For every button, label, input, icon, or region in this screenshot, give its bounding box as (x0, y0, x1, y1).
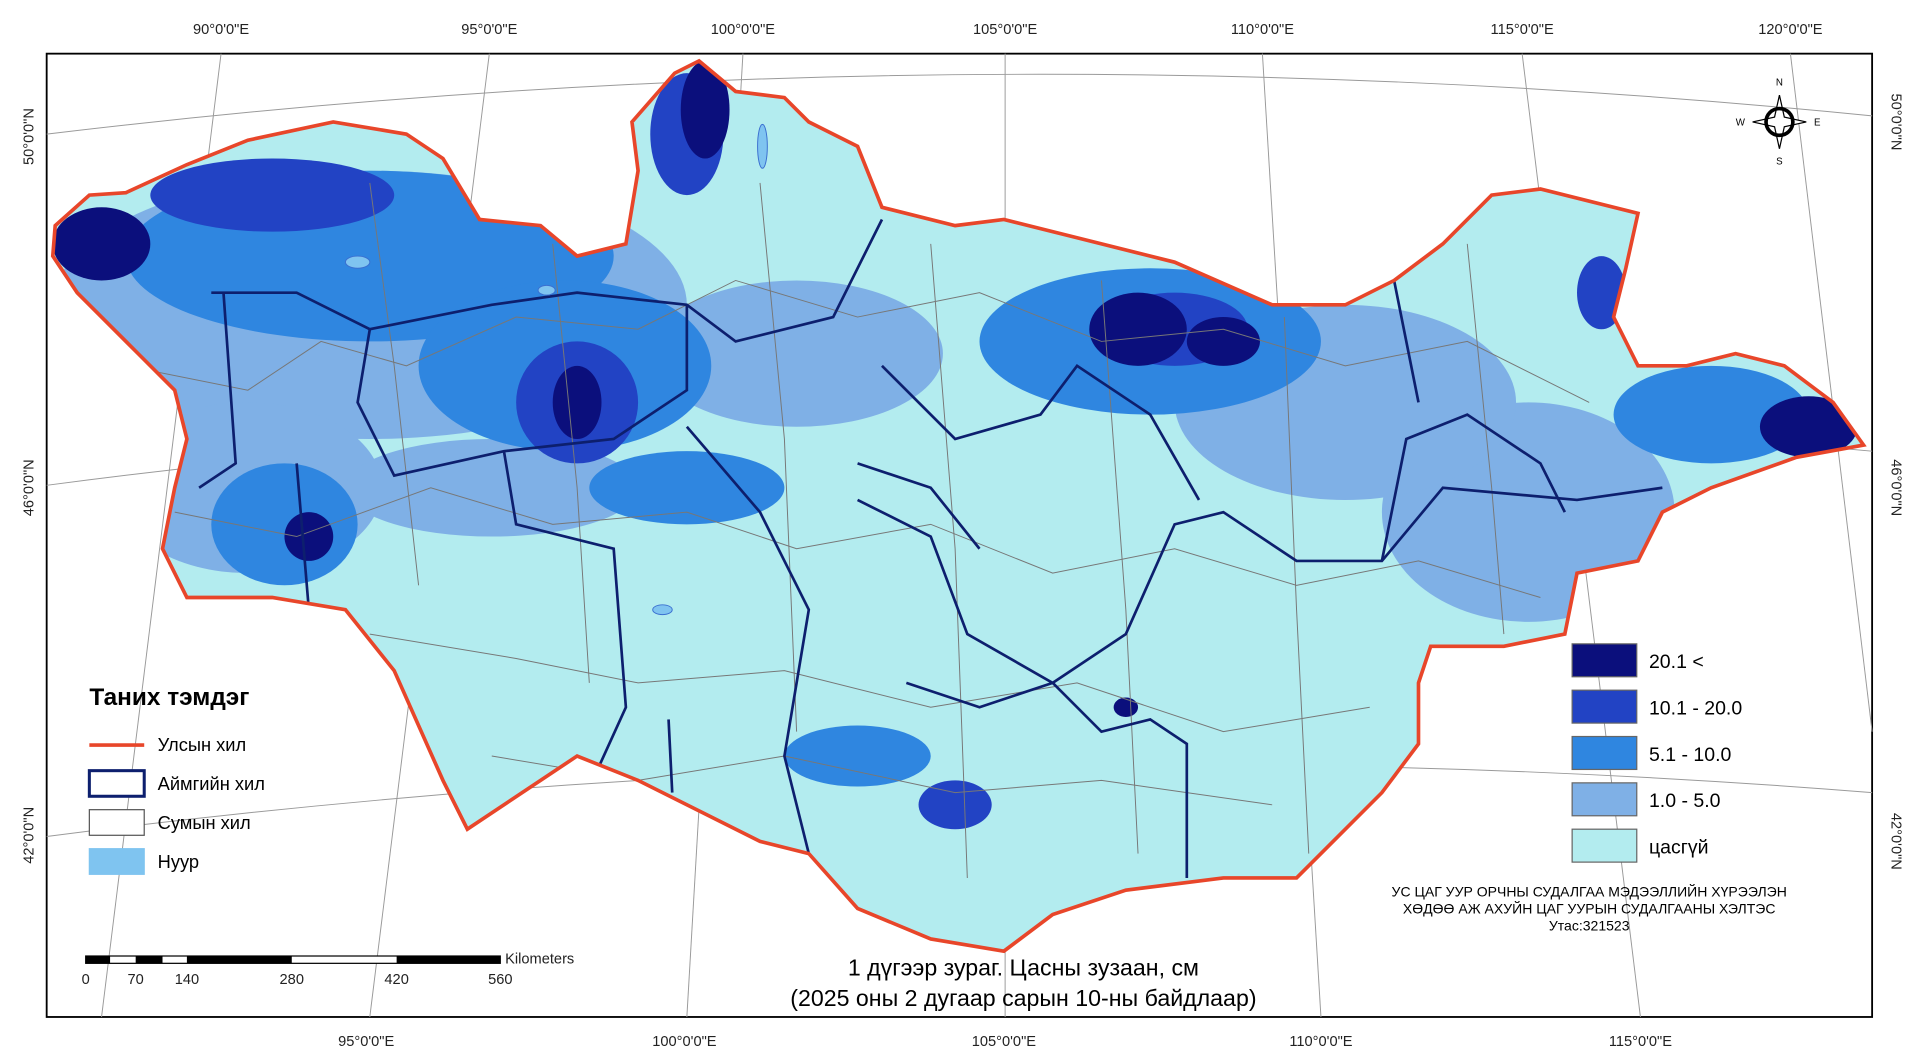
latitude-label: 46°0'0"N (1888, 459, 1904, 516)
longitude-label: 90°0'0"E (193, 22, 249, 38)
scale-label: 70 (128, 972, 144, 988)
scale-unit: Kilometers (505, 951, 574, 967)
snow-area (784, 725, 931, 787)
snow-area (552, 365, 602, 439)
longitude-label: 105°0'0"E (972, 1034, 1037, 1050)
longitude-label: 100°0'0"E (711, 22, 776, 38)
longitude-label: 110°0'0"E (1289, 1034, 1352, 1050)
scale-bar (85, 955, 501, 964)
snow-area (1759, 396, 1858, 458)
map-title: (2025 оны 2 дугаар сарын 10-ны байдлаар) (790, 985, 1256, 1011)
credit: Утас:321523 (1549, 917, 1630, 933)
longitude-label: 105°0'0"E (973, 22, 1038, 38)
class-label: 5.1 - 10.0 (1649, 744, 1732, 766)
class-swatch (1571, 689, 1638, 724)
snow-area (589, 451, 785, 525)
scale-label: 560 (488, 972, 512, 988)
snow-area (1613, 365, 1809, 464)
legend-swatch (88, 809, 145, 836)
snow-area (1113, 697, 1139, 718)
longitude-label: 95°0'0"E (338, 1034, 394, 1050)
class-label: 10.1 - 20.0 (1649, 698, 1742, 720)
snow-area (918, 780, 992, 830)
snow-area (52, 207, 151, 281)
snow-area (1089, 292, 1187, 366)
class-swatch (1571, 782, 1638, 817)
latitude-label: 50°0'0"N (1888, 93, 1904, 150)
map-title: 1 дүгээр зураг. Цасны зузаан, см (848, 955, 1199, 981)
class-swatch (1571, 828, 1638, 863)
compass (1752, 94, 1807, 149)
scale-label: 140 (175, 972, 199, 988)
aimag-borders (198, 218, 1663, 878)
class-swatch (1571, 643, 1638, 678)
longitude-label: 120°0'0"E (1758, 22, 1823, 38)
class-label: 20.1 < (1649, 651, 1704, 673)
legend-label: Нуур (158, 851, 199, 872)
class-label: 1.0 - 5.0 (1649, 790, 1721, 812)
compass-letter: N (1776, 77, 1783, 88)
legend-label: Улсын хил (158, 734, 247, 755)
latitude-label: 50°0'0"N (21, 108, 37, 165)
legend-swatch (88, 848, 145, 875)
latitude-label: 46°0'0"N (21, 459, 37, 516)
longitude-label: 110°0'0"E (1231, 22, 1294, 38)
lakes (344, 123, 768, 616)
longitude-label: 95°0'0"E (461, 22, 517, 38)
class-swatch (1571, 735, 1638, 771)
compass-letter: S (1776, 157, 1783, 168)
class-label: цасгүй (1649, 837, 1709, 859)
labels: 90°0'0"E 95°0'0"E 100°0'0"E 105°0'0"E 110°0'… (21, 22, 1903, 1050)
latitude-label: 42°0'0"N (21, 807, 37, 864)
longitude-label: 115°0'0"E (1609, 1034, 1672, 1050)
credit: ХӨДӨӨ АЖ АХУЙН ЦАГ УУРЫН СУДАЛГААНЫ ХЭЛТ… (1403, 899, 1776, 916)
snow-area (680, 60, 730, 159)
scale-label: 280 (280, 972, 304, 988)
snow-area (150, 158, 395, 232)
snow-area (345, 438, 639, 537)
scale-label: 420 (384, 972, 408, 988)
legend-swatch (87, 769, 146, 798)
longitude-label: 115°0'0"E (1491, 22, 1554, 38)
snow-area (284, 512, 334, 561)
legend-label: Аймгийн хил (158, 773, 265, 794)
scale-label: 0 (82, 972, 90, 988)
latitude-label: 42°0'0"N (1888, 813, 1904, 870)
legend-label: Сумын хил (158, 812, 251, 833)
longitude-label: 100°0'0"E (652, 1034, 717, 1050)
legend-title: Таних тэмдэг (89, 684, 249, 711)
credit: УС ЦАГ УУР ОРЧНЫ СУДАЛГАА МЭДЭЭЛЛИЙН ХҮР… (1392, 882, 1787, 899)
snow-area (650, 280, 943, 427)
snow-area (1186, 317, 1260, 366)
compass-letter: E (1814, 118, 1821, 129)
compass-letter: W (1736, 118, 1746, 129)
